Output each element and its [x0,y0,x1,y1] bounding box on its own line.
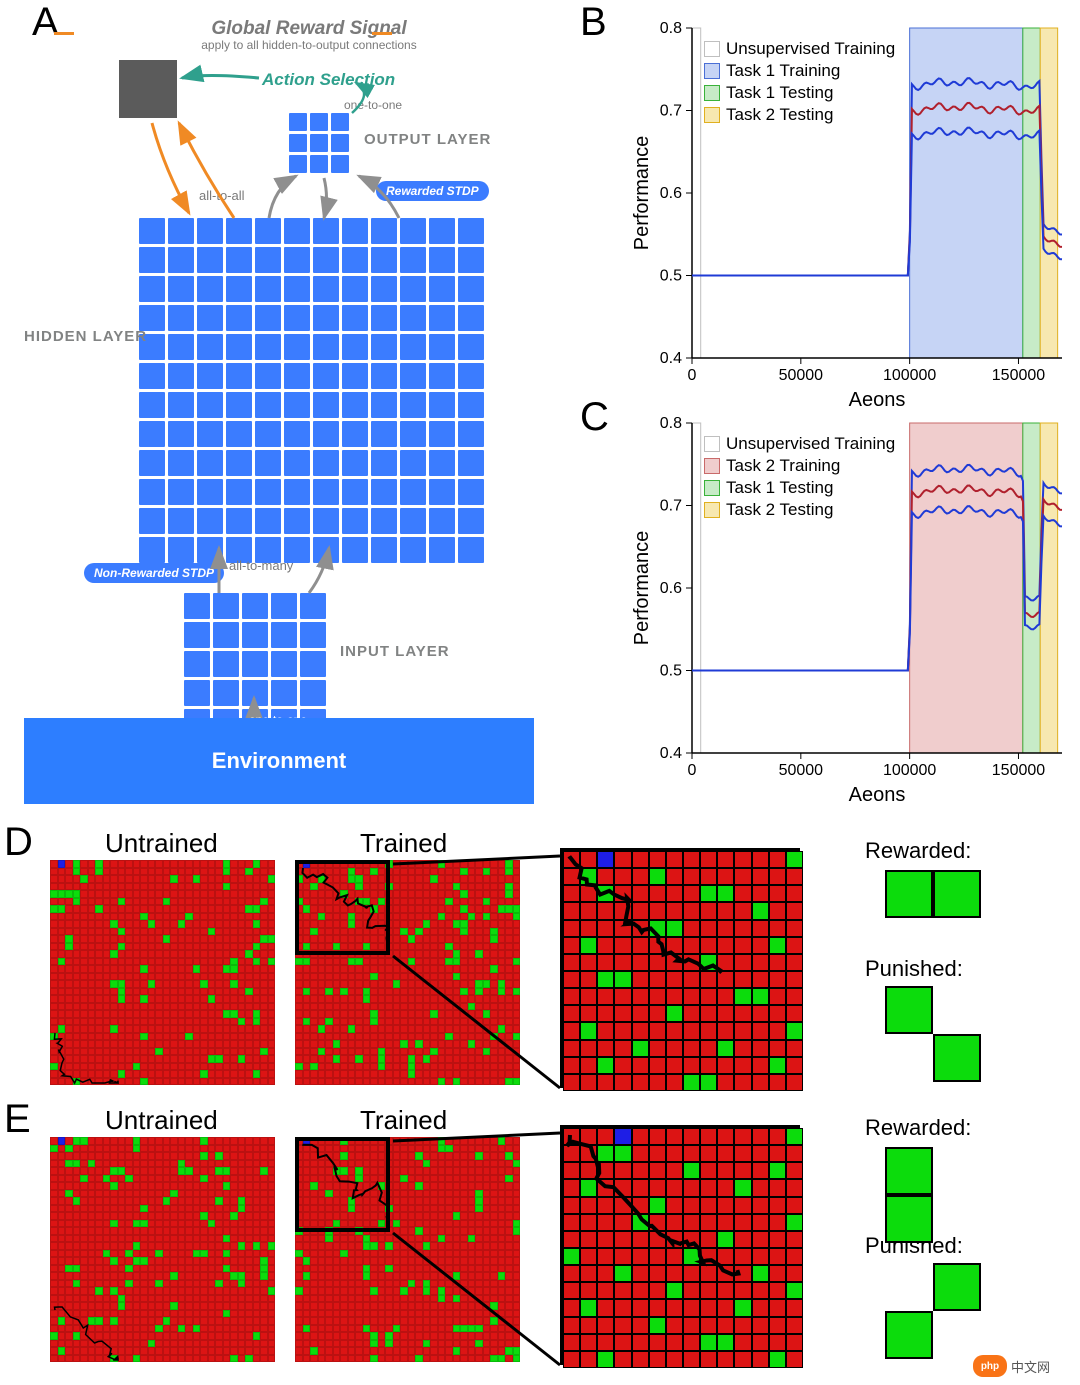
hidden-layer-label: HIDDEN LAYER [24,328,147,345]
hidden-layer-grid [139,218,484,563]
svg-text:0.8: 0.8 [660,415,682,432]
svg-text:150000: 150000 [992,762,1045,779]
zoom-selection-box [295,1137,390,1232]
svg-text:0.4: 0.4 [660,745,682,762]
zoom-selection-box [295,860,390,955]
panel-letter-e: E [4,1097,31,1142]
all-to-all-label: all-to-all [199,188,245,203]
watermark: php 中文网 [973,1355,1050,1377]
one-to-one-label: one-to-one [344,98,402,112]
global-reward-subtitle: apply to all hidden-to-output connection… [84,38,534,52]
environment-box: Environment [24,718,534,804]
svg-text:50000: 50000 [779,367,824,384]
panel-letter-b: B [580,0,607,45]
global-reward-title: Global Reward Signal [84,18,534,40]
orange-tick-right [372,32,392,35]
rewarded-label: Rewarded: [865,838,971,864]
chart-b: 0.40.50.60.70.8050000100000150000AeonsPe… [630,20,1070,390]
svg-text:0.5: 0.5 [660,663,682,680]
panel-e: UntrainedTrainedRewarded:Punished: [50,1105,1070,1380]
svg-text:0: 0 [688,762,697,779]
svg-text:150000: 150000 [992,367,1045,384]
chart-c: 0.4 0.5 0.6 0.7 0.8 0 50000 100000 150000 Aeons Pe… [630,415,1070,815]
watermark-text: 中文网 [1011,1357,1050,1376]
rewarded-label: Rewarded: [865,1115,971,1141]
untrained-title: Untrained [105,828,218,859]
svg-text:0.6: 0.6 [660,185,682,202]
nonrewarded-stdp-pill: Non-Rewarded STDP [84,563,224,583]
rewarded-stdp-pill: Rewarded STDP [376,181,489,201]
untrained-title: Untrained [105,1105,218,1136]
orange-tick-left [54,32,74,35]
output-layer-label: OUTPUT LAYER [364,131,491,148]
svg-text:0.7: 0.7 [660,103,682,120]
watermark-badge: php [973,1355,1007,1377]
svg-text:Performance: Performance [631,136,653,251]
svg-text:50000: 50000 [779,762,824,779]
svg-text:100000: 100000 [883,367,936,384]
svg-text:0.5: 0.5 [660,268,682,285]
input-layer-label: INPUT LAYER [340,643,450,660]
svg-text:0.8: 0.8 [660,20,682,37]
panel-d: UntrainedTrainedRewarded:Punished: [50,828,1070,1096]
svg-text:0: 0 [688,367,697,384]
svg-text:0.4: 0.4 [660,350,682,367]
panel-letter-c: C [580,395,609,440]
panel-a-diagram: Global Reward Signal apply to all hidden… [24,18,534,808]
reward-node [119,60,177,118]
svg-text:Aeons: Aeons [849,784,906,806]
action-selection-label: Action Selection [262,70,395,90]
environment-label: Environment [212,748,346,774]
svg-text:0.7: 0.7 [660,498,682,515]
svg-text:Aeons: Aeons [849,389,906,411]
output-layer-grid [289,113,349,173]
svg-text:100000: 100000 [883,762,936,779]
punished-label: Punished: [865,956,963,982]
panel-letter-d: D [4,820,33,865]
all-to-many-label: all-to-many [229,558,293,573]
svg-text:0.6: 0.6 [660,580,682,597]
svg-text:Performance: Performance [631,531,653,646]
